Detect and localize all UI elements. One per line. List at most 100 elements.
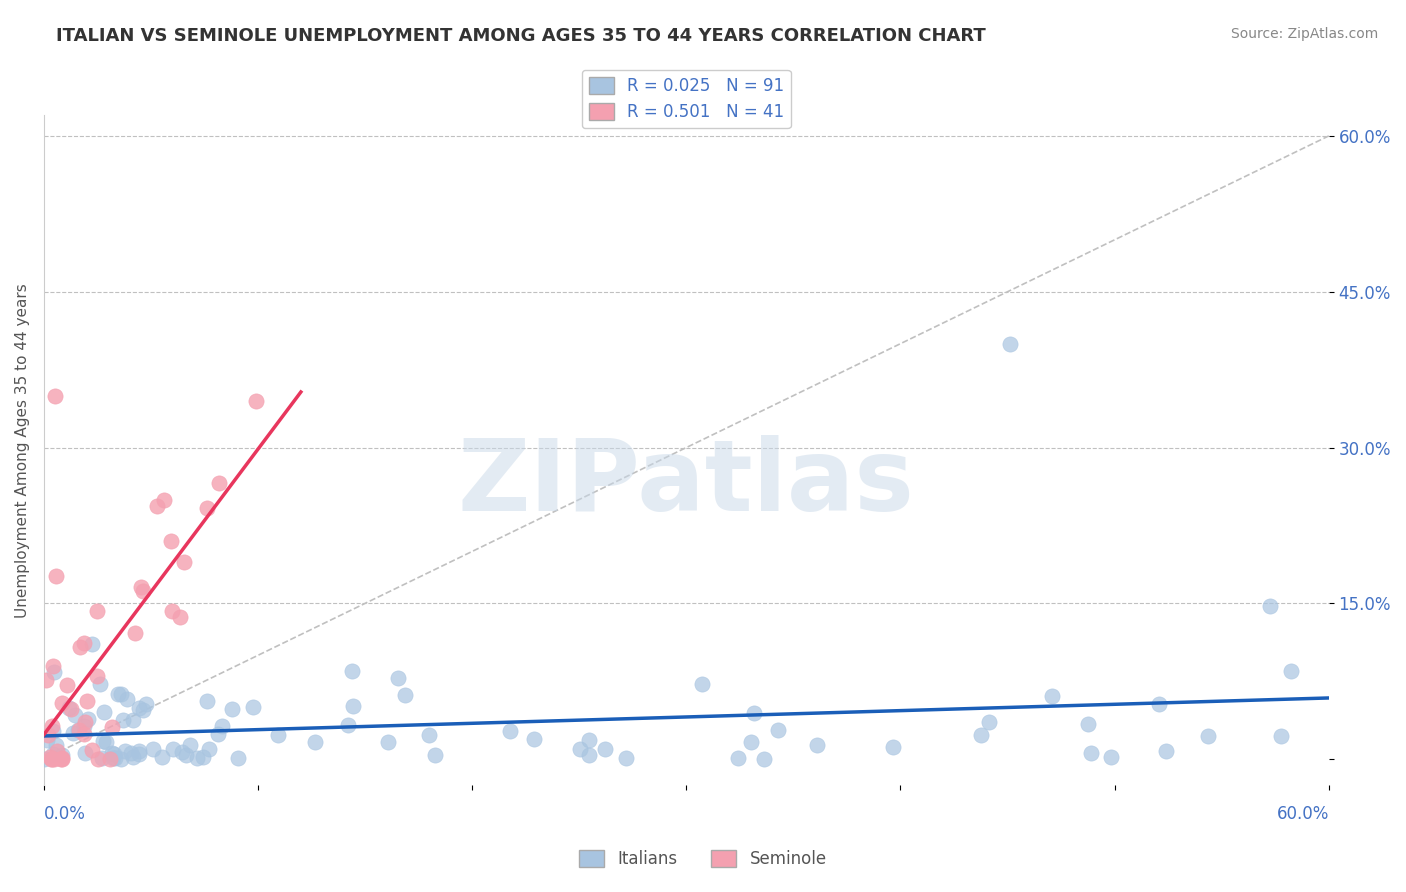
Point xyxy=(122,750,145,764)
Point xyxy=(37,728,59,742)
Point xyxy=(46,744,69,758)
Point xyxy=(51,752,73,766)
Point xyxy=(114,744,136,758)
Point xyxy=(727,751,749,765)
Point xyxy=(129,580,152,594)
Point xyxy=(768,723,790,737)
Point xyxy=(198,742,221,756)
Point xyxy=(73,727,96,741)
Point xyxy=(91,751,114,765)
Point xyxy=(39,752,62,766)
Point xyxy=(242,700,264,714)
Legend: R = 0.025   N = 91, R = 0.501   N = 41: R = 0.025 N = 91, R = 0.501 N = 41 xyxy=(582,70,790,128)
Point xyxy=(67,723,90,738)
Point xyxy=(740,735,762,749)
Point xyxy=(100,720,122,734)
Point xyxy=(104,751,127,765)
Point xyxy=(42,747,65,762)
Point xyxy=(1156,743,1178,757)
Point xyxy=(394,688,416,702)
Point xyxy=(44,388,66,402)
Point xyxy=(82,637,104,651)
Point xyxy=(45,738,67,752)
Point xyxy=(806,738,828,752)
Point xyxy=(690,677,713,691)
Point xyxy=(124,625,146,640)
Point xyxy=(145,499,167,513)
Point xyxy=(110,687,132,701)
Point xyxy=(499,724,522,739)
Point xyxy=(73,719,96,733)
Point xyxy=(387,671,409,685)
Point xyxy=(342,698,364,713)
Point xyxy=(86,752,108,766)
Point xyxy=(169,610,191,624)
Point xyxy=(62,725,84,739)
Point xyxy=(578,747,600,762)
Point xyxy=(128,700,150,714)
Point xyxy=(120,747,142,761)
Point xyxy=(32,752,55,766)
Point xyxy=(35,673,58,687)
Point xyxy=(135,697,157,711)
Point xyxy=(42,665,65,679)
Point xyxy=(614,751,637,765)
Point xyxy=(51,696,73,710)
Y-axis label: Unemployment Among Ages 35 to 44 years: Unemployment Among Ages 35 to 44 years xyxy=(15,283,30,617)
Point xyxy=(418,728,440,742)
Point xyxy=(42,658,65,673)
Point xyxy=(142,742,165,756)
Point xyxy=(208,475,231,490)
Point xyxy=(337,718,360,732)
Point xyxy=(41,723,63,738)
Point xyxy=(998,336,1021,351)
Point xyxy=(75,715,97,730)
Point xyxy=(228,751,250,765)
Point xyxy=(94,735,117,749)
Point xyxy=(37,732,59,747)
Point xyxy=(59,702,82,716)
Point xyxy=(117,691,139,706)
Point xyxy=(103,747,125,761)
Point xyxy=(132,702,155,716)
Text: ITALIAN VS SEMINOLE UNEMPLOYMENT AMONG AGES 35 TO 44 YEARS CORRELATION CHART: ITALIAN VS SEMINOLE UNEMPLOYMENT AMONG A… xyxy=(56,27,986,45)
Point xyxy=(304,735,326,749)
Point xyxy=(49,752,72,766)
Point xyxy=(882,739,904,754)
Point xyxy=(101,750,124,764)
Point xyxy=(1099,750,1122,764)
Point xyxy=(170,745,193,759)
Point xyxy=(98,752,121,766)
Point xyxy=(56,678,79,692)
Point xyxy=(162,742,184,756)
Point xyxy=(91,734,114,748)
Point xyxy=(42,752,65,766)
Point xyxy=(970,728,993,742)
Text: Source: ZipAtlas.com: Source: ZipAtlas.com xyxy=(1230,27,1378,41)
Point xyxy=(267,729,290,743)
Point xyxy=(76,712,98,726)
Point xyxy=(63,707,86,722)
Point xyxy=(160,603,183,617)
Point xyxy=(191,750,214,764)
Point xyxy=(80,742,103,756)
Point xyxy=(377,735,399,749)
Point xyxy=(523,732,546,747)
Point xyxy=(101,747,124,761)
Point xyxy=(1147,697,1170,711)
Point xyxy=(93,705,115,719)
Point xyxy=(595,742,617,756)
Point xyxy=(160,533,183,548)
Point xyxy=(41,752,63,766)
Point xyxy=(73,636,96,650)
Point xyxy=(425,748,447,763)
Point xyxy=(1197,729,1219,743)
Point xyxy=(111,713,134,727)
Point xyxy=(45,569,67,583)
Point xyxy=(1258,599,1281,614)
Point xyxy=(195,694,218,708)
Point xyxy=(752,752,775,766)
Point xyxy=(51,751,73,765)
Point xyxy=(186,751,208,765)
Point xyxy=(58,700,80,714)
